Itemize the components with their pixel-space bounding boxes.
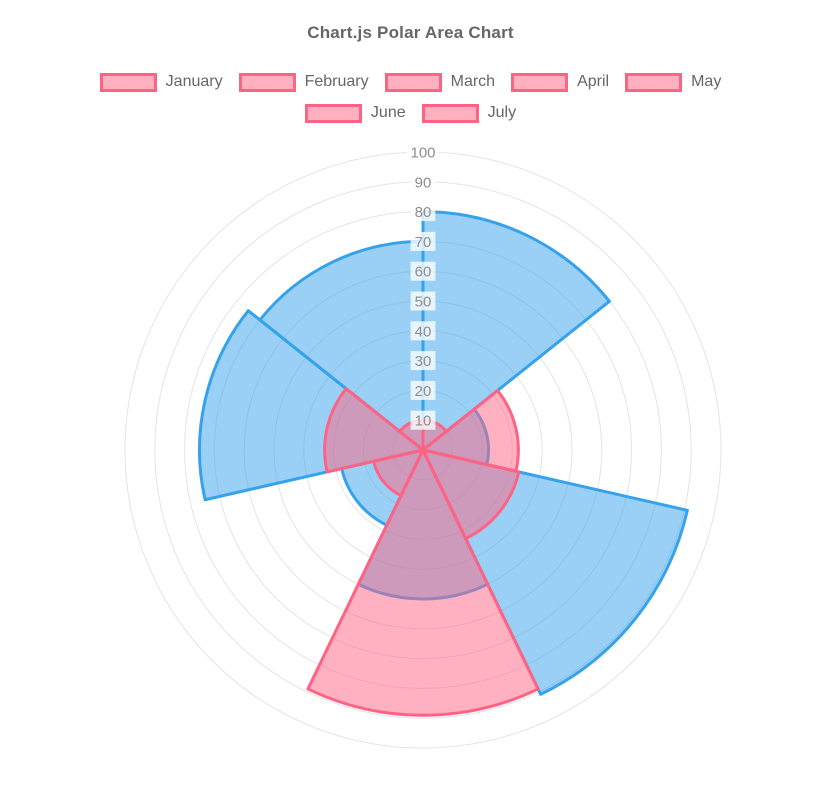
tick-label-70: 70	[415, 234, 432, 251]
legend-item-april[interactable]: April	[511, 72, 609, 92]
legend-label: July	[487, 104, 517, 121]
legend-item-january[interactable]: January	[99, 72, 223, 92]
legend-item-march[interactable]: March	[384, 72, 496, 92]
tick-backdrop	[410, 261, 436, 281]
legend-row: January February March April May	[92, 72, 730, 92]
tick-label-80: 80	[415, 204, 432, 221]
sector-june-pink[interactable]	[323, 387, 425, 474]
sector-april-pink[interactable]	[306, 448, 540, 717]
legend-row: June July	[297, 103, 524, 123]
sector-july-blue[interactable]	[258, 239, 425, 452]
legend-label: June	[370, 104, 406, 121]
legend-item-may[interactable]: May	[625, 72, 721, 92]
tick-backdrop	[410, 231, 436, 251]
tick-backdrop	[410, 410, 436, 430]
legend-swatch-icon	[304, 103, 362, 123]
legend-label: March	[450, 73, 496, 90]
tick-backdrop	[410, 321, 436, 341]
tick-label-20: 20	[415, 383, 432, 400]
legend-label: February	[304, 73, 369, 90]
tick-label-50: 50	[415, 294, 432, 311]
legend-swatch-icon	[421, 103, 479, 123]
tick-label-60: 60	[415, 264, 432, 281]
legend-item-february[interactable]: February	[238, 72, 369, 92]
chart-title: Chart.js Polar Area Chart	[307, 23, 514, 42]
legend-label: May	[691, 73, 722, 90]
sector-february-pink[interactable]	[421, 389, 520, 473]
legend-item-july[interactable]: July	[421, 103, 517, 123]
legend: January February March April May June July	[0, 72, 821, 123]
tick-label-100: 100	[410, 145, 435, 162]
legend-swatch-icon	[99, 72, 157, 92]
legend-label: January	[165, 73, 223, 90]
legend-label: April	[577, 73, 610, 90]
legend-swatch-icon	[511, 72, 569, 92]
tick-label-30: 30	[415, 353, 432, 370]
tick-label-40: 40	[415, 323, 432, 340]
dataset-blue	[198, 210, 689, 696]
tick-backdrop	[410, 380, 436, 400]
legend-swatch-icon	[238, 72, 296, 92]
tick-backdrop	[410, 291, 436, 311]
tick-backdrop	[406, 142, 440, 162]
tick-backdrop	[410, 172, 436, 192]
tick-label-90: 90	[415, 174, 432, 191]
legend-swatch-icon	[384, 72, 442, 92]
dataset-pink	[306, 387, 540, 717]
sector-march-pink[interactable]	[421, 448, 521, 541]
legend-item-june[interactable]: June	[304, 103, 406, 123]
radial-axis-ticks: 10 20 30 40 50 60 70 80 90 100	[406, 142, 440, 430]
sector-january-blue[interactable]	[421, 210, 611, 452]
legend-swatch-icon	[625, 72, 683, 92]
tick-backdrop	[410, 351, 436, 371]
tick-backdrop	[410, 202, 436, 222]
tick-label-10: 10	[415, 413, 432, 430]
